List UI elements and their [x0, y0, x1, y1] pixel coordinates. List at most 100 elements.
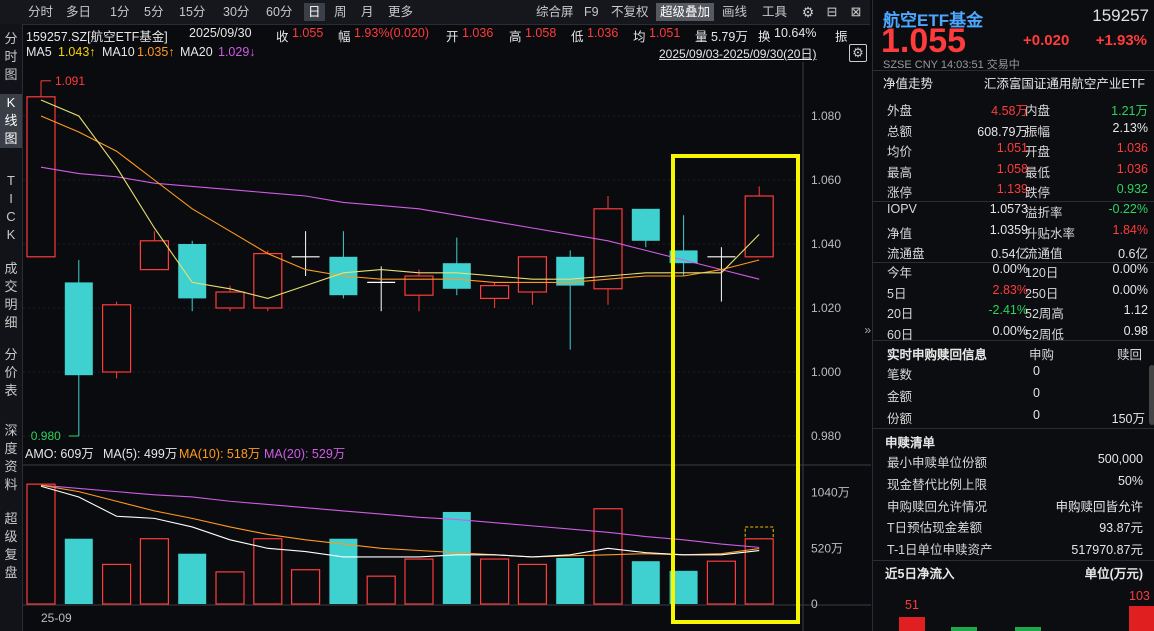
- volume-bar: [556, 557, 585, 604]
- volume-bar: [366, 575, 396, 605]
- nav-row-0-value-b: -0.22%: [1108, 202, 1148, 216]
- left-nav-item-0[interactable]: 分时图: [4, 31, 18, 82]
- date-range[interactable]: 2025/09/03-2025/09/30(20日): [659, 47, 817, 61]
- fund-name: 航空ETF基金: [883, 11, 984, 30]
- quote-panel: 航空ETF基金 159257 1.055 +0.020 +1.93% SZSE CNY 1…: [872, 0, 1154, 631]
- fund-code: 159257: [1092, 6, 1149, 25]
- candle-body: [517, 256, 547, 293]
- list-row-label: T日预估现金差额: [887, 521, 983, 536]
- ma5-line: [40, 99, 760, 299]
- volume-ma20-line: [40, 484, 760, 548]
- perf-row-3-value-a: 0.00%: [992, 323, 1028, 338]
- header-date: 2025/09/30: [189, 26, 252, 40]
- price-tick-label: 1.080: [811, 109, 841, 123]
- volume-bar: [139, 538, 170, 605]
- left-nav-item-5[interactable]: 深度资料: [4, 423, 18, 492]
- quote-row-4-label-a: 涨停: [887, 186, 913, 200]
- flow-unit: 单位(万元): [1084, 567, 1143, 581]
- period-toolbar: 分时 多日 1分 5分 15分 30分 60分 日 周 月 更多 综合屏 F9 …: [0, 0, 870, 25]
- minimize-icon[interactable]: ⊟: [826, 4, 838, 19]
- volume-projection: [744, 526, 774, 540]
- period-tab-day[interactable]: 日: [304, 3, 325, 21]
- volume-bar: [517, 563, 547, 605]
- change-value: 1.93%(0.020): [354, 26, 430, 40]
- settings-gear-icon[interactable]: ⚙: [801, 4, 815, 20]
- volume-label: 量: [695, 30, 708, 44]
- period-tab-fenshi[interactable]: 分时: [28, 5, 54, 19]
- high-value: 1.058: [525, 26, 557, 40]
- volume-bar: [101, 563, 132, 605]
- quote-row-2-label-b: 开盘: [1025, 145, 1051, 159]
- settings-icon[interactable]: ⚙: [849, 44, 867, 62]
- period-tab-duori[interactable]: 多日: [66, 5, 92, 19]
- candle-body: [253, 253, 283, 309]
- volume-bar: [215, 571, 245, 605]
- left-nav-item-6[interactable]: 超级复盘: [4, 511, 18, 580]
- period-tab-60min[interactable]: 60分: [266, 5, 293, 19]
- change-label: 幅: [338, 30, 351, 44]
- list-row-value: 申购赎回皆允许: [1055, 499, 1143, 514]
- volume-bar: [442, 511, 471, 604]
- flow-bar: [1015, 627, 1041, 631]
- perf-row-1-value-a: 2.83%: [992, 282, 1028, 297]
- list-title: 申赎清单: [885, 436, 936, 450]
- quote-row-0-value-a: 4.58万: [991, 104, 1028, 118]
- ma10-line: [40, 115, 760, 283]
- subscribe-title: 实时申购赎回信息: [887, 348, 988, 362]
- period-tab-1min[interactable]: 1分: [110, 5, 130, 19]
- no-adjust-button[interactable]: 不复权: [611, 5, 649, 19]
- ma5-label: MA5: [26, 45, 52, 59]
- quote-row-3-value-b: 1.036: [1116, 161, 1148, 176]
- candle-body: [631, 208, 660, 241]
- avg-value: 1.051: [649, 26, 681, 40]
- highlight-box: [671, 154, 800, 624]
- min-price-label: 0.980: [31, 429, 61, 443]
- open-value: 1.036: [462, 26, 494, 40]
- period-tab-week[interactable]: 周: [334, 5, 347, 19]
- nav-row-0-value-a: 1.0573: [989, 202, 1028, 216]
- candle-body: [26, 96, 56, 258]
- candle-body: [556, 256, 585, 286]
- volume-bar: [631, 561, 660, 604]
- tools-button[interactable]: 工具: [762, 5, 788, 19]
- volume-tick-label: 1040万: [811, 486, 850, 500]
- nav-trend-tab[interactable]: 净值走势: [883, 77, 934, 91]
- composite-screen-button[interactable]: 综合屏: [536, 5, 574, 19]
- period-tab-15min[interactable]: 15分: [179, 5, 206, 19]
- super-overlay-button[interactable]: 超级叠加: [656, 3, 715, 21]
- left-nav-item-3[interactable]: 成交明细: [4, 261, 18, 330]
- turnover-value: 10.64%: [774, 26, 817, 40]
- perf-row-2-label-b: 52周高: [1025, 307, 1064, 321]
- left-nav-item-4[interactable]: 分价表: [4, 347, 18, 398]
- nav-row-2-label-b: 流通值: [1025, 247, 1063, 261]
- draw-line-button[interactable]: 画线: [722, 5, 748, 19]
- quote-row-1-value-a: 608.79万: [977, 124, 1028, 139]
- flow-title: 近5日净流入: [885, 567, 955, 581]
- candle-body: [139, 240, 170, 271]
- ma5-value: 1.043↑: [58, 45, 96, 59]
- quote-row-4-value-b: 0.932: [1116, 182, 1148, 196]
- quote-row-3-label-b: 最低: [1025, 165, 1051, 180]
- close-value: 1.055: [292, 26, 324, 40]
- candle-body: [669, 250, 698, 264]
- candle-body: [64, 282, 93, 376]
- subscribe-row-label: 金额: [887, 390, 913, 404]
- period-tab-30min[interactable]: 30分: [223, 5, 250, 19]
- period-tab-more[interactable]: 更多: [388, 5, 414, 19]
- period-tab-month[interactable]: 月: [361, 5, 374, 19]
- kline-chart[interactable]: 1.080 1.060 1.040 1.020 1.000 0.980 1.091 0.980…: [23, 62, 871, 631]
- x-axis-label: 25-09: [41, 611, 72, 625]
- price-tick-label: 0.980: [811, 429, 841, 443]
- candle-body: [480, 285, 510, 300]
- volume-header-text: MA(5): 499万: [103, 447, 177, 461]
- close-icon[interactable]: ⊠: [850, 4, 862, 19]
- scrollbar[interactable]: [1149, 365, 1154, 425]
- candle-body: [404, 275, 434, 296]
- f9-button[interactable]: F9: [584, 5, 599, 19]
- subscribe-row-label: 笔数: [887, 368, 913, 382]
- open-label: 开: [446, 30, 459, 44]
- period-tab-5min[interactable]: 5分: [144, 5, 164, 19]
